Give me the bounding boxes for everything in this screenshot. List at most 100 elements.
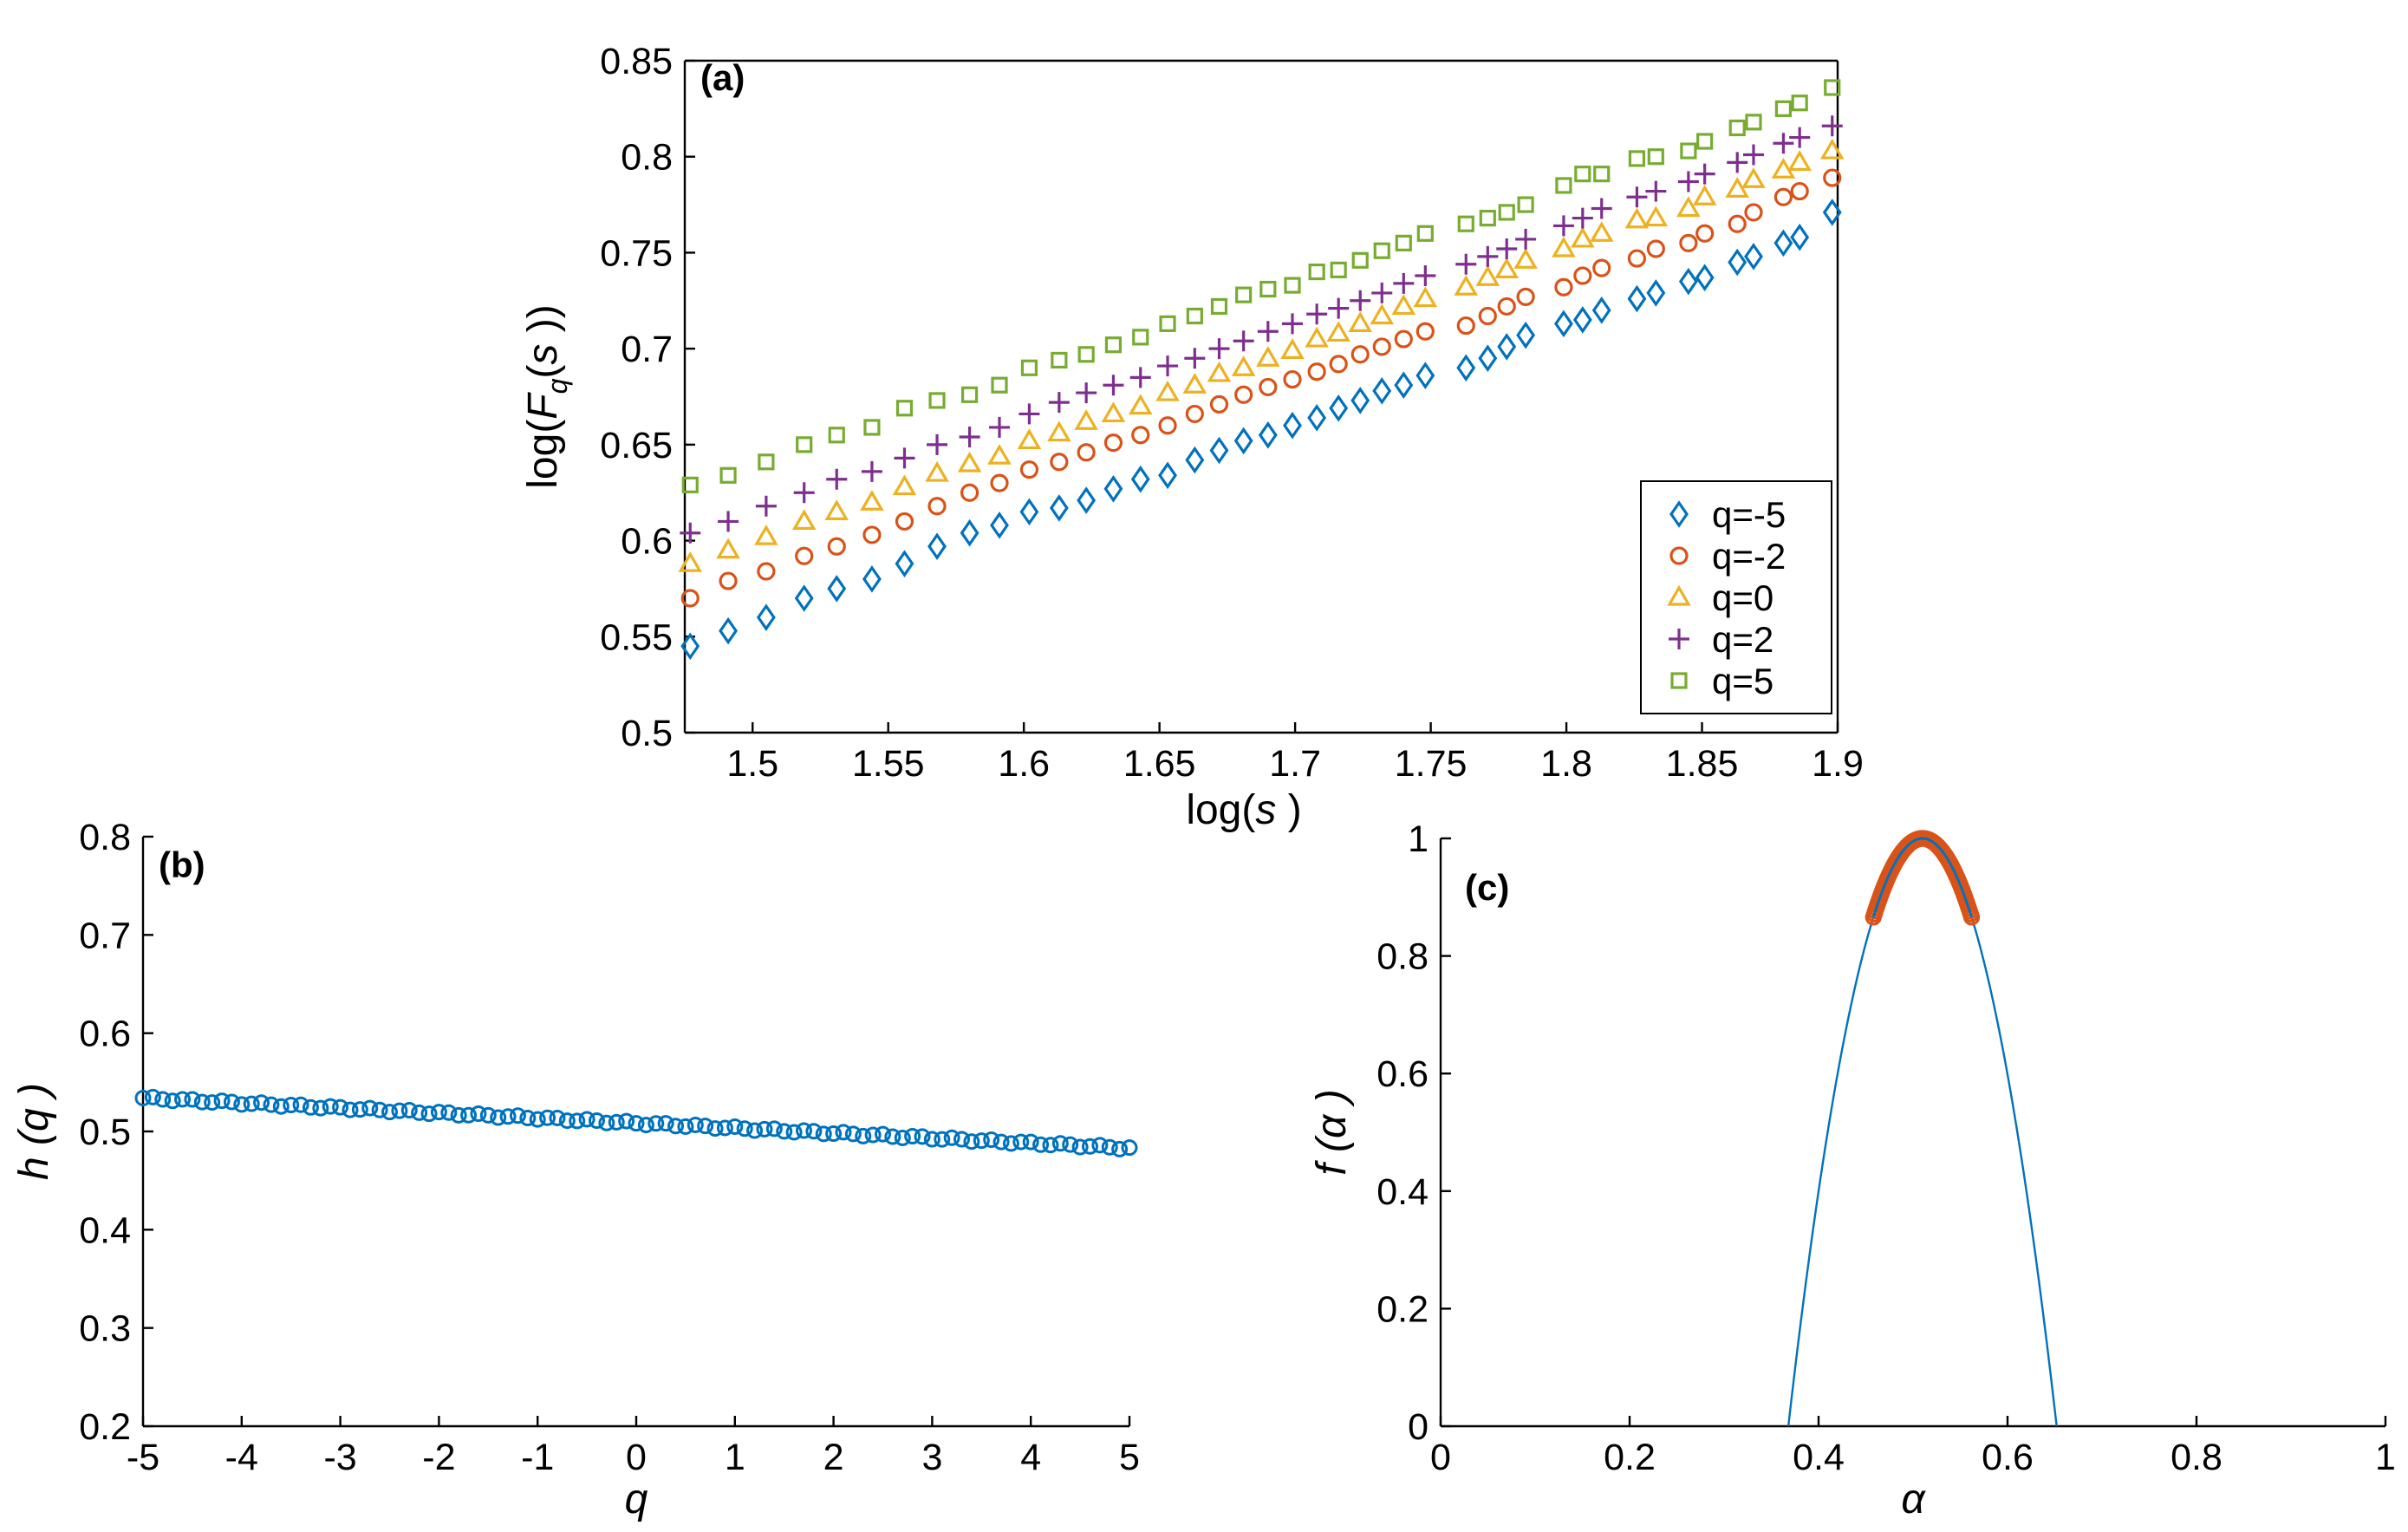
data-point	[894, 1129, 911, 1146]
data-point	[1593, 166, 1611, 183]
data-point	[184, 1091, 201, 1108]
data-point	[1456, 316, 1475, 336]
data-point	[174, 1091, 192, 1108]
legend-marker	[1669, 629, 1689, 649]
data-point	[677, 1118, 694, 1135]
data-point	[479, 1106, 497, 1124]
data-point	[1513, 248, 1538, 269]
data-point	[1819, 138, 1845, 160]
data-point	[1555, 177, 1572, 194]
data-point	[875, 1125, 891, 1143]
data-point	[1745, 114, 1762, 131]
legend-entry: q=5	[1712, 661, 1773, 701]
data-point	[657, 1115, 674, 1132]
data-point	[1121, 1139, 1138, 1157]
data-point	[312, 1099, 329, 1117]
data-point	[1051, 351, 1068, 369]
data-point	[1787, 150, 1812, 171]
data-point	[1677, 171, 1699, 192]
x-tick-label: -4	[225, 1437, 258, 1478]
data-point	[824, 499, 849, 520]
data-point	[776, 1123, 793, 1140]
data-point	[1572, 207, 1593, 229]
data-point	[253, 1094, 270, 1112]
data-point	[1185, 446, 1205, 474]
data-point	[895, 512, 914, 531]
data-point	[1258, 420, 1278, 449]
data-point	[558, 1112, 576, 1130]
data-point	[923, 1131, 940, 1148]
data-point	[223, 1093, 240, 1111]
data-point	[648, 1115, 665, 1132]
data-point	[1373, 242, 1390, 259]
data-point	[1457, 215, 1474, 232]
data-point	[598, 1114, 615, 1131]
data-point	[1475, 265, 1500, 286]
y-axis-label-part: s	[520, 344, 566, 365]
data-point	[1416, 225, 1434, 242]
data-point	[1645, 180, 1667, 202]
y-tick-label: 0.75	[600, 232, 673, 274]
data-point	[164, 1092, 181, 1110]
data-point	[990, 473, 1009, 492]
y-axis-label: log(Fq(s ))	[520, 304, 573, 488]
data-point	[1209, 436, 1229, 465]
panel-tag: (c)	[1465, 867, 1509, 908]
data-point	[719, 616, 739, 645]
data-point	[1647, 148, 1664, 166]
data-point	[1646, 239, 1665, 258]
y-axis-label: h (q )	[11, 1083, 57, 1180]
data-point	[1962, 909, 1981, 926]
x-tick-label: 1.75	[1395, 743, 1468, 785]
data-point	[1627, 249, 1647, 268]
data-point	[1259, 377, 1278, 397]
data-point	[1103, 474, 1123, 503]
data-point	[1823, 168, 1842, 187]
data-point	[1696, 133, 1714, 150]
x-axis-label-part: log(	[1186, 787, 1255, 833]
x-axis-label: log(s )	[1186, 787, 1301, 833]
data-point	[1643, 205, 1669, 227]
y-axis-label-part: F	[520, 392, 566, 420]
data-point	[990, 512, 1009, 539]
data-point	[756, 1120, 773, 1138]
data-point	[1111, 1140, 1129, 1157]
data-point	[844, 1125, 862, 1143]
data-point	[1455, 253, 1477, 275]
data-point	[1477, 245, 1499, 267]
series-q=5	[681, 79, 1841, 493]
data-point	[1554, 277, 1573, 297]
data-point	[490, 1109, 507, 1126]
x-tick-label: 0.4	[1793, 1437, 1845, 1478]
legend-entry: q=-2	[1712, 536, 1786, 577]
data-point	[678, 551, 703, 572]
data-point	[342, 1101, 359, 1118]
data-point	[827, 575, 847, 603]
data-point	[1592, 258, 1611, 277]
y-tick-label: 0.7	[79, 915, 131, 956]
panel-c-chart: 0 0.2 0.4 0.6 0.8 1 0 0.2 0.4 0.6 0.8 1 (c) α f (α )	[1309, 818, 2396, 1522]
data-point	[1326, 321, 1350, 342]
data-point	[519, 1110, 537, 1127]
data-point	[1235, 286, 1253, 303]
y-tick-label: 0.4	[1376, 1171, 1429, 1213]
x-axis-label: α	[1901, 1477, 1926, 1522]
data-point	[726, 1118, 744, 1135]
data-point	[884, 1128, 901, 1145]
data-point	[1207, 361, 1232, 382]
data-point	[1394, 329, 1413, 349]
data-point	[795, 1122, 812, 1139]
data-point	[755, 495, 777, 517]
data-point	[1497, 333, 1517, 361]
data-point	[835, 1124, 852, 1141]
data-point	[430, 1104, 447, 1121]
data-point	[1350, 290, 1371, 311]
data-point	[283, 1097, 300, 1114]
y-tick-label: 0.65	[600, 425, 673, 466]
x-tick-label: 1.65	[1123, 743, 1196, 785]
data-point	[957, 451, 982, 473]
y-tick-label: 0.85	[600, 41, 673, 82]
data-point	[1259, 280, 1277, 298]
data-point	[1516, 287, 1535, 306]
x-tick-label: 0.6	[1982, 1437, 2034, 1478]
